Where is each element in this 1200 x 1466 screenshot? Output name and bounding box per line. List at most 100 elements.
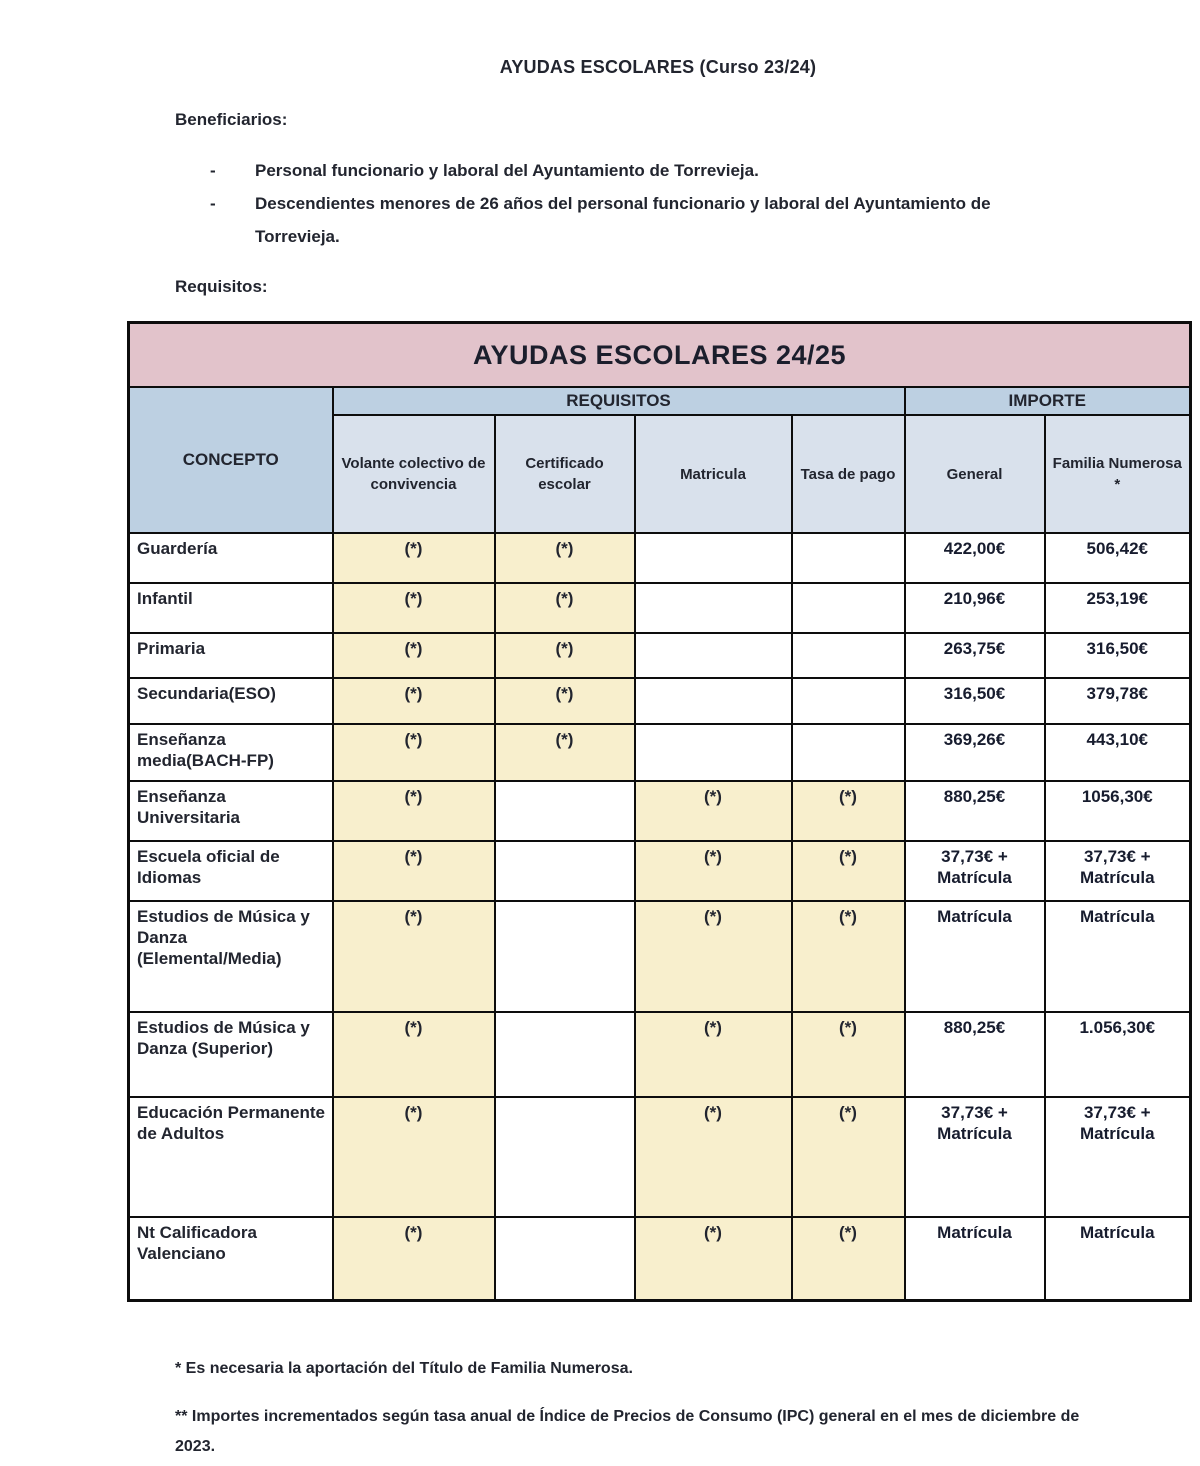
beneficiarios-label: Beneficiarios: [175, 110, 288, 129]
concept-cell: Educación Permanente de Adultos [127, 1096, 334, 1218]
table-row: Enseñanza Universitaria (*) (*) (*) 880,25€ 1… [127, 780, 1192, 842]
requisito-empty-cell [633, 632, 793, 679]
requisito-empty-cell [493, 1216, 636, 1301]
col-header-concepto: CONCEPTO [127, 386, 334, 534]
column-group-row: CONCEPTO REQUISITOS IMPORTE [127, 386, 1192, 534]
requisito-marked-cell: (*) [790, 780, 906, 842]
concept-cell: Enseñanza media(BACH-FP) [127, 723, 334, 782]
requisito-marked-cell: (*) [633, 840, 793, 902]
importe-familia-numerosa-cell: 253,19€ [1043, 582, 1192, 634]
list-item: - Personal funcionario y laboral del Ayu… [210, 154, 1189, 187]
requisito-marked-cell: (*) [493, 532, 636, 584]
requisito-marked-cell: (*) [493, 677, 636, 725]
importe-general-cell: 422,00€ [903, 532, 1046, 584]
requisito-empty-cell [790, 532, 906, 584]
footnote-familia-numerosa: * Es necesaria la aportación del Título … [175, 1359, 633, 1377]
table-body: Guardería (*) (*) 422,00€ 506,42€ Infantil (*)… [127, 532, 1192, 1301]
footnote-ipc: ** Importes incrementados según tasa anu… [175, 1407, 1080, 1455]
importe-familia-numerosa-cell: 316,50€ [1043, 632, 1192, 679]
col-header-tasa-de-pago: Tasa de pago [790, 414, 906, 534]
requisito-empty-cell [790, 582, 906, 634]
concept-cell: Estudios de Música y Danza (Superior) [127, 1011, 334, 1098]
table-row: Enseñanza media(BACH-FP) (*) (*) 369,26€ 443… [127, 723, 1192, 782]
importe-general-cell: 369,26€ [903, 723, 1046, 782]
concept-cell: Infantil [127, 582, 334, 634]
col-header-volante-convivencia: Volante colectivo de convivencia [331, 414, 496, 534]
requisito-marked-cell: (*) [331, 677, 496, 725]
requisito-marked-cell: (*) [633, 900, 793, 1013]
requisito-empty-cell [493, 1096, 636, 1218]
requisito-empty-cell [493, 900, 636, 1013]
requisitos-label: Requisitos: [175, 277, 268, 296]
concept-cell: Primaria [127, 632, 334, 679]
col-header-familia-numerosa: Familia Numerosa * [1043, 414, 1192, 534]
importe-familia-numerosa-cell: 1.056,30€ [1043, 1011, 1192, 1098]
bullet-dash: - [210, 161, 216, 180]
col-group-importe: IMPORTE [903, 386, 1192, 416]
requisito-empty-cell [790, 723, 906, 782]
bullet-text: Descendientes menores de 26 años del per… [255, 194, 991, 246]
requisito-marked-cell: (*) [331, 840, 496, 902]
col-header-certificado-escolar: Certificado escolar [493, 414, 636, 534]
ayudas-escolares-table: AYUDAS ESCOLARES 24/25 CONCEPTO REQUISIT… [127, 321, 1193, 1302]
requisito-marked-cell: (*) [790, 900, 906, 1013]
importe-general-cell: 210,96€ [903, 582, 1046, 634]
requisito-empty-cell [790, 632, 906, 679]
requisito-empty-cell [493, 1011, 636, 1098]
requisito-empty-cell [493, 840, 636, 902]
requisito-marked-cell: (*) [331, 1216, 496, 1301]
requisito-empty-cell [633, 582, 793, 634]
importe-familia-numerosa-cell: 506,42€ [1043, 532, 1192, 584]
requisito-marked-cell: (*) [633, 780, 793, 842]
requisito-marked-cell: (*) [790, 1096, 906, 1218]
requisito-empty-cell [633, 532, 793, 584]
requisito-marked-cell: (*) [331, 632, 496, 679]
requisito-marked-cell: (*) [331, 780, 496, 842]
importe-general-cell: Matrícula [903, 900, 1046, 1013]
concept-cell: Secundaria(ESO) [127, 677, 334, 725]
table-title-row: AYUDAS ESCOLARES 24/25 [127, 321, 1192, 388]
col-group-requisitos: REQUISITOS [331, 386, 906, 416]
table-title: AYUDAS ESCOLARES 24/25 [127, 321, 1192, 388]
requisito-empty-cell [633, 723, 793, 782]
importe-familia-numerosa-cell: 37,73€ + Matrícula [1043, 1096, 1192, 1218]
table-row: Primaria (*) (*) 263,75€ 316,50€ [127, 632, 1192, 679]
importe-general-cell: 880,25€ [903, 1011, 1046, 1098]
requisito-marked-cell: (*) [331, 1096, 496, 1218]
importe-familia-numerosa-cell: 37,73€ + Matrícula [1043, 840, 1192, 902]
importe-familia-numerosa-cell: Matrícula [1043, 900, 1192, 1013]
table-row: Educación Permanente de Adultos (*) (*) (*)… [127, 1096, 1192, 1218]
document-content: AYUDAS ESCOLARES (Curso 23/24) Beneficia… [127, 0, 1193, 1462]
requisito-marked-cell: (*) [633, 1096, 793, 1218]
requisito-marked-cell: (*) [331, 582, 496, 634]
concept-cell: Enseñanza Universitaria [127, 780, 334, 842]
requisito-marked-cell: (*) [331, 900, 496, 1013]
table-row: Guardería (*) (*) 422,00€ 506,42€ [127, 532, 1192, 584]
list-item: - Descendientes menores de 26 años del p… [210, 187, 1189, 253]
table-row: Nt Calificadora Valenciano (*) (*) (*) Matrí… [127, 1216, 1192, 1301]
column-header-row: Volante colectivo de convivencia Certifi… [129, 414, 1192, 534]
importe-general-cell: 316,50€ [903, 677, 1046, 725]
table-row: Estudios de Música y Danza (Superior) (*)… [127, 1011, 1192, 1098]
table-row: Estudios de Música y Danza (Elemental/Me… [127, 900, 1192, 1013]
concept-cell: Escuela oficial de Idiomas [127, 840, 334, 902]
importe-general-cell: 37,73€ + Matrícula [903, 1096, 1046, 1218]
table-row: Secundaria(ESO) (*) (*) 316,50€ 379,78€ [127, 677, 1192, 725]
requisito-marked-cell: (*) [331, 723, 496, 782]
requisito-marked-cell: (*) [331, 532, 496, 584]
concept-cell: Nt Calificadora Valenciano [127, 1216, 334, 1301]
requisito-marked-cell: (*) [493, 582, 636, 634]
requisito-marked-cell: (*) [790, 840, 906, 902]
requisito-empty-cell [790, 677, 906, 725]
document-title: AYUDAS ESCOLARES (Curso 23/24) [499, 57, 817, 77]
requisito-marked-cell: (*) [493, 632, 636, 679]
requisito-marked-cell: (*) [790, 1011, 906, 1098]
bullet-dash: - [210, 194, 216, 213]
requisito-empty-cell [633, 677, 793, 725]
importe-general-cell: 880,25€ [903, 780, 1046, 842]
importe-general-cell: Matrícula [903, 1216, 1046, 1301]
concept-cell: Guardería [127, 532, 334, 584]
beneficiarios-list: - Personal funcionario y laboral del Ayu… [127, 154, 1189, 253]
col-header-general: General [903, 414, 1046, 534]
